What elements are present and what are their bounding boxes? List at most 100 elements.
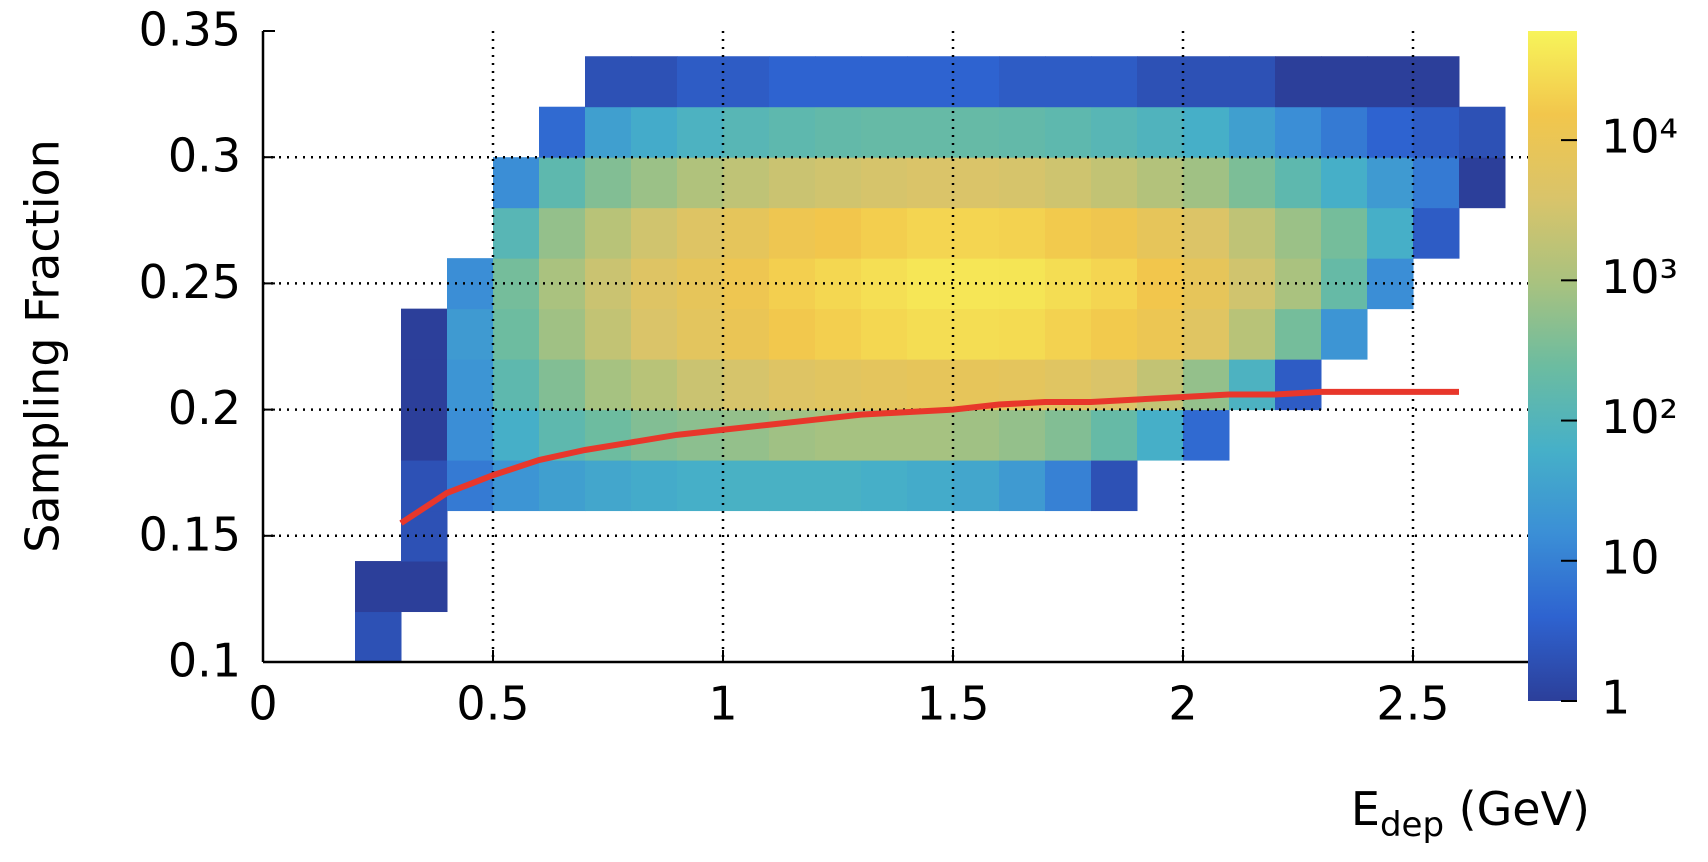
- x-tick-label: 1: [708, 677, 737, 731]
- heatmap-cell: [1183, 258, 1230, 310]
- heatmap-cell: [1229, 308, 1276, 360]
- heatmap-cell: [1183, 308, 1230, 360]
- heatmap-cell: [1367, 207, 1414, 259]
- heatmap-cell: [1091, 409, 1138, 461]
- heatmap-cell: [539, 106, 586, 158]
- heatmap-cell: [907, 308, 954, 360]
- heatmap-cell: [1137, 106, 1184, 158]
- heatmap-cell: [999, 157, 1046, 209]
- heatmap-cell: [861, 258, 908, 310]
- heatmap-cell: [1321, 157, 1368, 209]
- x-title-subscript: dep: [1380, 805, 1444, 845]
- heatmap-cell: [1137, 207, 1184, 259]
- heatmap-cell: [539, 308, 586, 360]
- x-title-base: E: [1351, 782, 1380, 836]
- heatmap-cell: [539, 359, 586, 411]
- heatmap-cell: [769, 409, 816, 461]
- heatmap-cell: [769, 460, 816, 512]
- heatmap-cell: [815, 308, 862, 360]
- heatmap-cell: [815, 106, 862, 158]
- heatmap-cell: [1091, 157, 1138, 209]
- heatmap-cell: [1183, 409, 1230, 461]
- heatmap-cell: [769, 157, 816, 209]
- axes: 0 0.5 1 1.5 2 2.5 0.1 0.15 0.2 0.25 0.3 0.35: [139, 3, 1528, 731]
- y-tick-label: 0.2: [168, 381, 241, 435]
- heatmap-cell: [1137, 56, 1184, 108]
- heatmap-cell: [907, 359, 954, 411]
- y-tick-label: 0.25: [139, 255, 241, 309]
- heatmap-cell: [953, 207, 1000, 259]
- heatmap-cell: [815, 359, 862, 411]
- heatmap-cell: [401, 561, 448, 613]
- heatmap-cell: [447, 359, 494, 411]
- heatmap-cell: [1045, 157, 1092, 209]
- heatmap-cell: [769, 359, 816, 411]
- heatmap-cell: [585, 460, 632, 512]
- heatmap-cell: [1091, 56, 1138, 108]
- heatmap-cell: [1459, 106, 1506, 158]
- heatmap-cell: [769, 308, 816, 360]
- heatmap-cell: [1413, 207, 1460, 259]
- y-tick-label: 0.3: [168, 129, 241, 183]
- heatmap-cell: [815, 207, 862, 259]
- heatmap-cell: [1321, 308, 1368, 360]
- heatmap-cell: [999, 460, 1046, 512]
- heatmap-cell: [723, 106, 770, 158]
- heatmap-cell: [1275, 157, 1322, 209]
- heatmap-cell: [539, 207, 586, 259]
- heatmap-cell: [907, 207, 954, 259]
- colorbar-tick-label: 10³: [1601, 250, 1678, 304]
- x-title-rest: (GeV): [1444, 782, 1590, 836]
- heatmap-cell: [493, 207, 540, 259]
- heatmap-cell: [1275, 308, 1322, 360]
- heatmap-cell: [953, 409, 1000, 461]
- colorbar-tick-label: 10²: [1601, 390, 1678, 444]
- heatmap-cell: [1321, 56, 1368, 108]
- heatmap-cell: [585, 157, 632, 209]
- heatmap-cell: [585, 207, 632, 259]
- heatmap-cell: [493, 359, 540, 411]
- heatmap-cell: [1321, 207, 1368, 259]
- heatmap-cell: [1183, 207, 1230, 259]
- heatmap-cell: [723, 359, 770, 411]
- heatmap-cell: [723, 460, 770, 512]
- heatmap-cell: [493, 258, 540, 310]
- heatmap-cell: [401, 409, 448, 461]
- heatmap-cell: [1367, 258, 1414, 310]
- colorbar-tick-label: 10: [1601, 530, 1660, 584]
- heatmap-cell: [1045, 106, 1092, 158]
- heatmap-cell: [1229, 207, 1276, 259]
- heatmap-cell: [999, 56, 1046, 108]
- heatmap-cells: [355, 56, 1506, 663]
- y-axis-title: Sampling Fraction: [16, 139, 70, 553]
- heatmap-cell: [815, 460, 862, 512]
- heatmap-cell: [1275, 56, 1322, 108]
- heatmap-cell: [999, 207, 1046, 259]
- heatmap-cell: [401, 460, 448, 512]
- heatmap-cell: [861, 409, 908, 461]
- heatmap-cell: [1183, 359, 1230, 411]
- heatmap-cell: [815, 157, 862, 209]
- heatmap-cell: [631, 157, 678, 209]
- heatmap-cell: [1137, 308, 1184, 360]
- heatmap-cell: [1413, 56, 1460, 108]
- heatmap-cell: [355, 611, 402, 663]
- heatmap-cell: [677, 308, 724, 360]
- heatmap-cell: [585, 359, 632, 411]
- heatmap-cell: [1137, 157, 1184, 209]
- heatmap-cell: [1045, 258, 1092, 310]
- heatmap-cell: [447, 308, 494, 360]
- heatmap-cell: [1275, 106, 1322, 158]
- heatmap-cell: [585, 308, 632, 360]
- heatmap-cell: [1459, 157, 1506, 209]
- y-tick-label: 0.15: [139, 507, 241, 561]
- heatmap-cell: [585, 56, 632, 108]
- heatmap-cell: [1275, 207, 1322, 259]
- heatmap-cell: [677, 258, 724, 310]
- x-tick-label: 2: [1168, 677, 1197, 731]
- x-tick-label: 2.5: [1376, 677, 1449, 731]
- heatmap-cell: [1413, 157, 1460, 209]
- heatmap-cell: [1229, 157, 1276, 209]
- heatmap-cell: [815, 56, 862, 108]
